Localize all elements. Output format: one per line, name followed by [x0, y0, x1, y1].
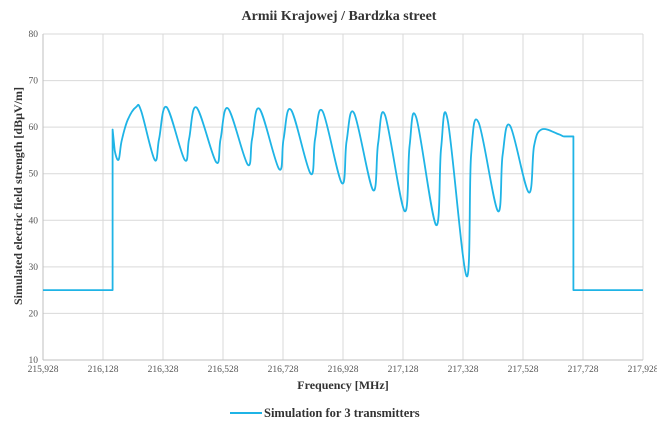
x-tick-label: 217,728	[568, 365, 599, 375]
x-axis-label: Frequency [MHz]	[297, 378, 388, 392]
y-axis-label: Simulated electric field strength [dBµV/…	[11, 87, 25, 305]
legend-entry-label: Simulation for 3 transmitters	[264, 406, 420, 420]
x-tick-label: 216,328	[148, 365, 179, 375]
x-axis-ticks: 215,928 216,128 216,328 216,528 216,728 216,9…	[28, 365, 657, 375]
y-tick-label: 50	[29, 170, 39, 180]
y-axis-ticks: 10 20 30 40 50 60 70 80	[29, 30, 39, 366]
y-tick-label: 20	[29, 309, 39, 319]
x-tick-label: 216,128	[88, 365, 119, 375]
x-tick-label: 217,528	[508, 365, 539, 375]
series-layer	[43, 103, 643, 292]
x-tick-label: 216,728	[268, 365, 299, 375]
y-tick-label: 60	[29, 123, 39, 133]
axes	[42, 34, 643, 361]
chart-title: Armii Krajowej / Bardzka street	[242, 9, 437, 24]
x-tick-label: 215,928	[28, 365, 59, 375]
y-tick-label: 10	[29, 356, 39, 366]
grid	[43, 33, 644, 360]
x-tick-label: 216,528	[208, 365, 239, 375]
x-tick-label: 217,128	[388, 365, 419, 375]
y-tick-label: 40	[29, 216, 39, 226]
x-tick-label: 217,328	[448, 365, 479, 375]
series-line-0	[43, 103, 643, 292]
x-tick-label: 216,928	[328, 365, 359, 375]
x-tick-label: 217,928	[628, 365, 657, 375]
y-tick-label: 80	[29, 30, 39, 40]
y-tick-label: 70	[29, 77, 39, 87]
y-tick-label: 30	[29, 263, 39, 273]
legend: Simulation for 3 transmitters	[230, 406, 420, 420]
